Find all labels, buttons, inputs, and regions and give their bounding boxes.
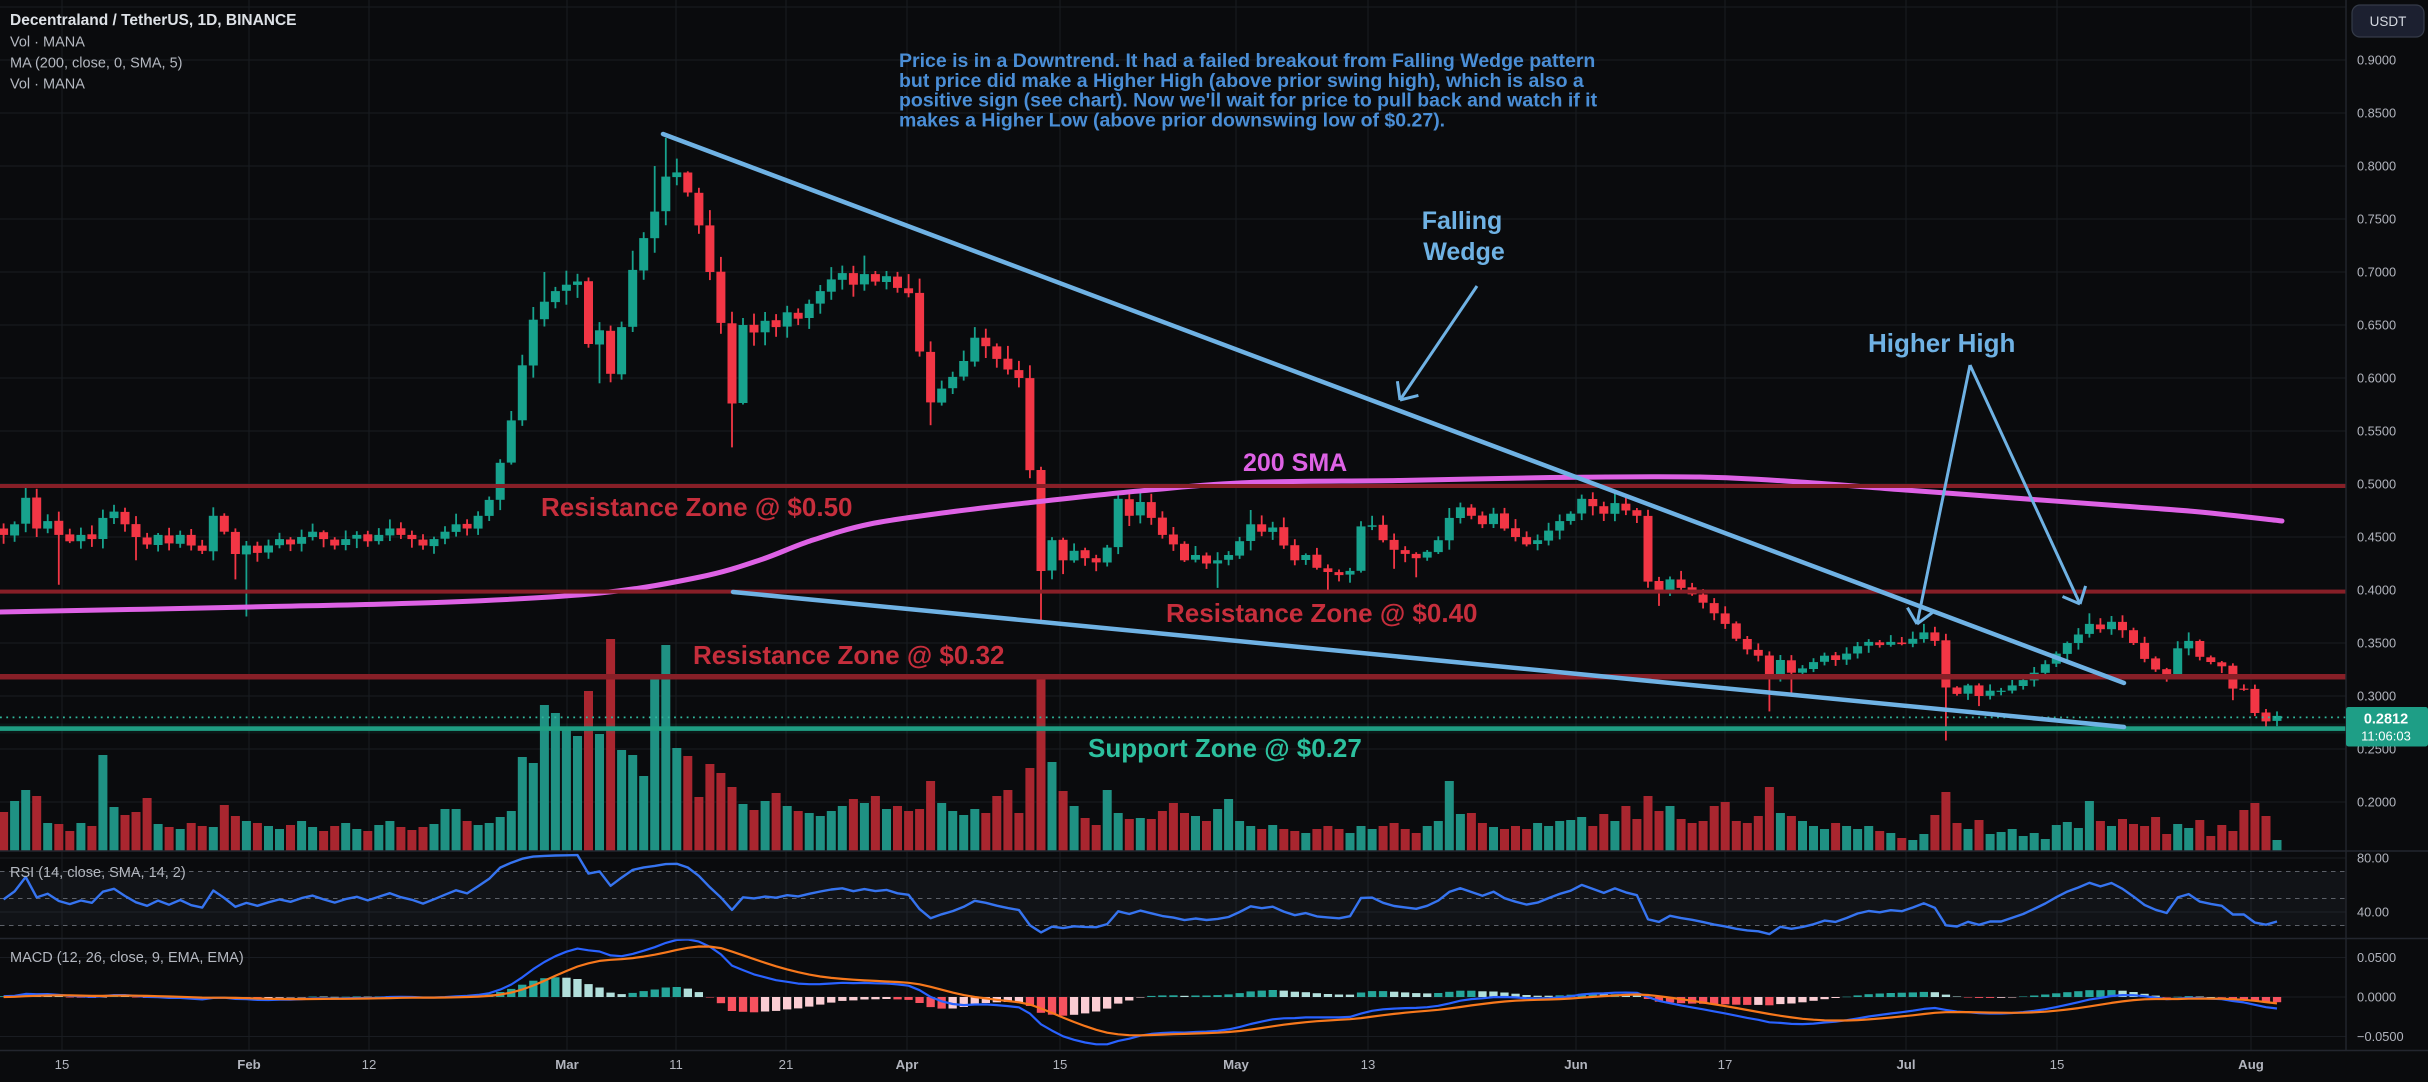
- svg-text:0.5000: 0.5000: [2357, 477, 2396, 492]
- svg-text:0.0500: 0.0500: [2357, 950, 2396, 965]
- svg-text:USDT: USDT: [2370, 14, 2407, 29]
- svg-text:−0.0500: −0.0500: [2357, 1029, 2404, 1044]
- svg-text:Resistance Zone @ $0.50: Resistance Zone @ $0.50: [541, 492, 853, 522]
- svg-text:0.6500: 0.6500: [2357, 318, 2396, 333]
- svg-text:12: 12: [362, 1057, 377, 1072]
- svg-text:0.4000: 0.4000: [2357, 583, 2396, 598]
- svg-text:Falling: Falling: [1422, 207, 1503, 235]
- svg-text:Feb: Feb: [237, 1057, 260, 1072]
- svg-text:0.2000: 0.2000: [2357, 795, 2396, 810]
- svg-text:15: 15: [1053, 1057, 1068, 1072]
- svg-text:15: 15: [55, 1057, 70, 1072]
- svg-text:0.7500: 0.7500: [2357, 212, 2396, 227]
- svg-text:11: 11: [669, 1057, 683, 1072]
- svg-text:0.7000: 0.7000: [2357, 265, 2396, 280]
- svg-text:40.00: 40.00: [2357, 905, 2389, 920]
- svg-text:200 SMA: 200 SMA: [1243, 449, 1347, 477]
- svg-text:13: 13: [1361, 1057, 1376, 1072]
- svg-text:0.8500: 0.8500: [2357, 106, 2396, 121]
- svg-text:Support Zone @ $0.27: Support Zone @ $0.27: [1088, 733, 1362, 763]
- svg-text:May: May: [1223, 1057, 1249, 1072]
- svg-text:17: 17: [1718, 1057, 1733, 1072]
- svg-text:but price did make a Higher Hi: but price did make a Higher High (above …: [899, 70, 1584, 92]
- svg-text:Apr: Apr: [896, 1057, 919, 1072]
- svg-text:0.4500: 0.4500: [2357, 530, 2396, 545]
- svg-text:0.2812: 0.2812: [2364, 712, 2408, 728]
- svg-text:Mar: Mar: [555, 1057, 578, 1072]
- svg-text:0.3000: 0.3000: [2357, 689, 2396, 704]
- svg-text:Vol · MANA: Vol · MANA: [10, 77, 85, 93]
- svg-text:Decentraland / TetherUS, 1D, B: Decentraland / TetherUS, 1D, BINANCE: [10, 12, 297, 29]
- svg-text:0.6000: 0.6000: [2357, 371, 2396, 386]
- svg-text:Aug: Aug: [2238, 1057, 2264, 1072]
- svg-text:positive sign (see chart). Now: positive sign (see chart). Now we'll wai…: [899, 90, 1598, 112]
- svg-text:Jun: Jun: [1564, 1057, 1587, 1072]
- svg-text:15: 15: [2050, 1057, 2065, 1072]
- svg-text:21: 21: [779, 1057, 794, 1072]
- svg-text:Jul: Jul: [1896, 1057, 1915, 1072]
- svg-text:Price is in a Downtrend. It ha: Price is in a Downtrend. It had a failed…: [899, 50, 1595, 72]
- svg-text:80.00: 80.00: [2357, 851, 2389, 866]
- svg-text:0.9000: 0.9000: [2357, 53, 2396, 68]
- svg-text:0.8000: 0.8000: [2357, 159, 2396, 174]
- svg-text:makes a Higher Low (above prio: makes a Higher Low (above prior downswin…: [899, 109, 1445, 131]
- svg-text:Wedge: Wedge: [1423, 238, 1505, 266]
- svg-text:0.0000: 0.0000: [2357, 990, 2396, 1005]
- svg-text:Higher High: Higher High: [1868, 328, 2015, 358]
- svg-text:0.5500: 0.5500: [2357, 424, 2396, 439]
- svg-text:Resistance Zone @ $0.32: Resistance Zone @ $0.32: [693, 640, 1005, 670]
- svg-text:0.3500: 0.3500: [2357, 636, 2396, 651]
- svg-text:RSI (14, close, SMA, 14, 2): RSI (14, close, SMA, 14, 2): [10, 865, 186, 881]
- svg-text:Resistance Zone @ $0.40: Resistance Zone @ $0.40: [1166, 598, 1478, 628]
- svg-text:11:06:03: 11:06:03: [2361, 729, 2411, 744]
- svg-text:MACD (12, 26, close, 9, EMA, E: MACD (12, 26, close, 9, EMA, EMA): [10, 950, 244, 966]
- svg-text:MA (200, close, 0, SMA, 5): MA (200, close, 0, SMA, 5): [10, 56, 182, 72]
- svg-text:Vol · MANA: Vol · MANA: [10, 35, 85, 51]
